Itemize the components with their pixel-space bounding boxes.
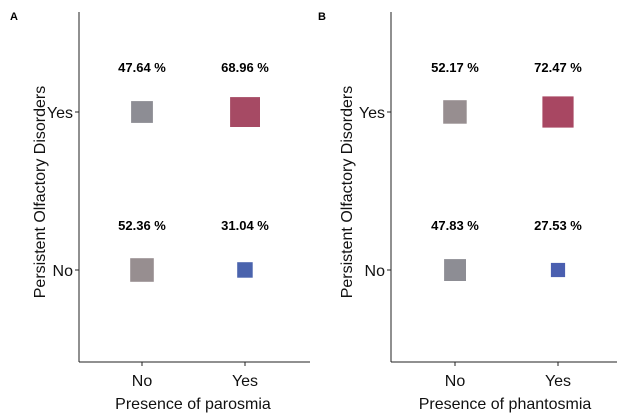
data-point [230, 97, 260, 127]
x-tick-label: No [445, 373, 466, 390]
y-tick-label: Yes [47, 105, 73, 122]
data-point [444, 259, 466, 281]
y-tick-label: No [53, 263, 74, 280]
data-point [550, 262, 566, 278]
x-tick-label: Yes [545, 373, 571, 390]
data-label: 47.83 % [431, 218, 479, 233]
x-axis-title: Presence of parosmia [115, 396, 271, 413]
data-label: 52.36 % [118, 218, 166, 233]
y-tick-label: Yes [359, 105, 385, 122]
data-label: 52.17 % [431, 60, 479, 75]
data-point [542, 96, 574, 128]
data-point [443, 100, 467, 124]
data-label: 31.04 % [221, 218, 269, 233]
x-tick-label: No [132, 373, 153, 390]
x-axis-title: Presence of phantosmia [419, 396, 592, 413]
data-point [237, 262, 253, 278]
panel-letter: A [10, 11, 18, 23]
data-label: 72.47 % [534, 60, 582, 75]
data-point [130, 258, 154, 282]
y-axis-title: Persistent Olfactory Disorders [339, 86, 356, 299]
data-label: 27.53 % [534, 218, 582, 233]
x-tick-label: Yes [232, 373, 258, 390]
y-axis-title: Persistent Olfactory Disorders [32, 86, 49, 299]
y-tick-label: No [365, 263, 386, 280]
data-point [131, 101, 153, 123]
data-label: 47.64 % [118, 60, 166, 75]
data-label: 68.96 % [221, 60, 269, 75]
panel-letter: B [318, 11, 326, 23]
